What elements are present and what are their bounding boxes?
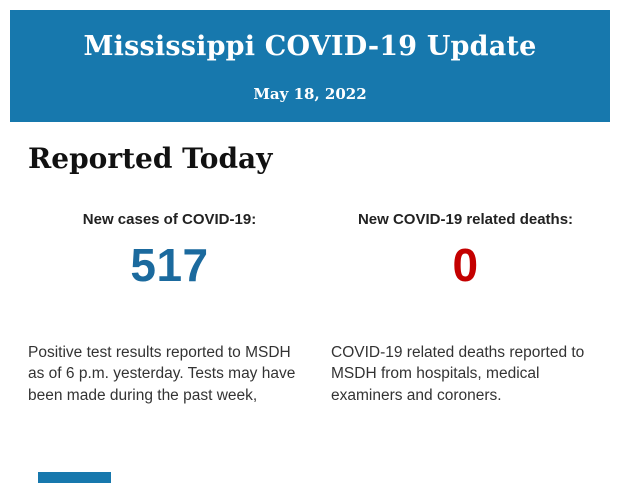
stat-new-deaths: New COVID-19 related deaths: 0 COVID-19 …	[331, 211, 600, 407]
new-deaths-value: 0	[452, 238, 479, 291]
section-title: Reported Today	[28, 142, 273, 175]
new-cases-label: New cases of COVID-19:	[82, 210, 257, 228]
main-content: Reported Today New cases of COVID-19: 51…	[0, 122, 620, 406]
page-title: Mississippi COVID-19 Update	[83, 31, 537, 62]
new-cases-value: 517	[130, 238, 209, 291]
stat-new-cases: New cases of COVID-19: 517 Positive test…	[28, 211, 311, 407]
header-banner: Mississippi COVID-19 Update May 18, 2022	[10, 10, 610, 122]
stats-grid: New cases of COVID-19: 517 Positive test…	[28, 211, 600, 407]
new-deaths-description: COVID-19 related deaths reported to MSDH…	[331, 343, 585, 404]
new-deaths-label: New COVID-19 related deaths:	[357, 210, 574, 228]
report-date: May 18, 2022	[253, 85, 367, 103]
footer-bar-fragment	[38, 472, 111, 483]
new-cases-description: Positive test results reported to MSDH a…	[28, 343, 296, 404]
